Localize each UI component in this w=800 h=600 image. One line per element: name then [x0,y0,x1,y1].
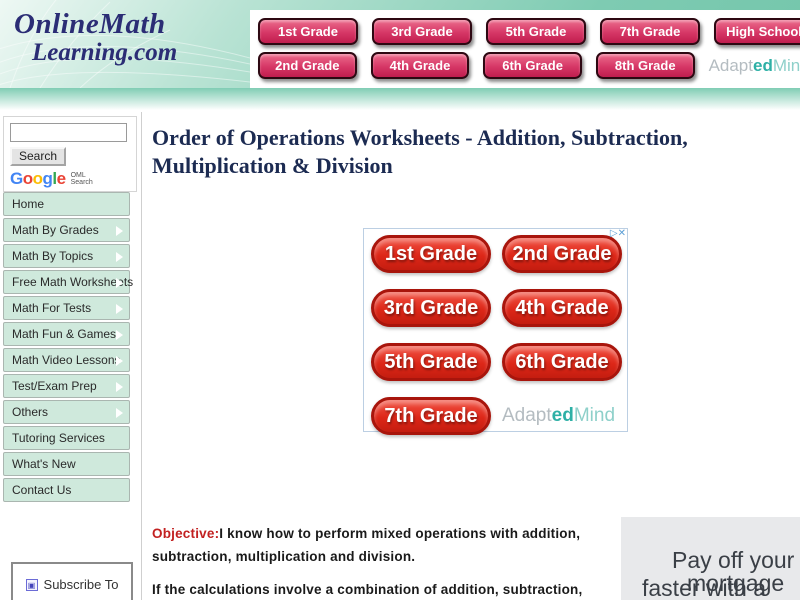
chevron-right-icon [116,226,123,236]
chevron-right-icon [116,278,123,288]
search-input[interactable] [10,122,127,142]
mortgage-ad[interactable]: Pay off your mortgage faster with a [621,517,800,600]
chevron-right-icon [116,382,123,392]
site-logo[interactable]: OnlineMath Learning.com [14,8,177,67]
subscribe-button[interactable]: ▣ Subscribe To [11,562,133,600]
objective-text: I know how to perform mixed operations w… [152,526,581,564]
nav-button-5th-grade[interactable]: 5th Grade [486,18,586,45]
nav-button-3rd-grade[interactable]: 3rd Grade [372,18,472,45]
ad-button-5th-grade[interactable]: 5th Grade [371,343,491,381]
adaptedmind-part3: Mind [772,56,800,75]
objective-label: Objective: [152,526,220,541]
sidebar-item-contact-us[interactable]: Contact Us [3,478,130,502]
adaptedmind-ad: ▷✕ 1st Grade 2nd Grade 3rd Grade 4th Gra… [363,228,628,435]
mortgage-ad-line2: mortgage [687,570,785,596]
sidebar-item-label: Math Fun & Games [12,327,117,341]
chevron-right-icon [116,330,123,340]
sidebar-item-math-fun-games[interactable]: Math Fun & Games [3,322,130,346]
header-grid-decoration [0,0,250,88]
sidebar-item-math-for-tests[interactable]: Math For Tests [3,296,130,320]
sidebar-item-tutoring-services[interactable]: Tutoring Services [3,426,130,450]
sidebar-item-label: Free Math Worksheets [12,275,134,289]
objective-paragraph: Objective:I know how to perform mixed op… [152,522,644,568]
sidebar-item-label: Math By Grades [12,223,99,237]
google-search-branding: Google OML Search [10,169,136,189]
chevron-right-icon [116,252,123,262]
adaptedmind-part1: Adapt [502,405,552,426]
ad-button-7th-grade[interactable]: 7th Grade [371,397,491,435]
sidebar-item-whats-new[interactable]: What's New [3,452,130,476]
sidebar-item-home[interactable]: Home [3,192,130,216]
mortgage-ad-line1: Pay off your [672,547,795,573]
sidebar-item-label: Test/Exam Prep [12,379,97,393]
header-fade-strip [0,88,800,114]
sidebar-item-math-by-grades[interactable]: Math By Grades [3,218,130,242]
ad-button-1st-grade[interactable]: 1st Grade [371,235,491,273]
chevron-right-icon [116,356,123,366]
nav-button-8th-grade[interactable]: 8th Grade [595,52,695,79]
subscribe-label: Subscribe To [43,577,119,592]
nav-button-2nd-grade[interactable]: 2nd Grade [258,52,357,79]
search-panel: Search Google OML Search [3,116,137,192]
adaptedmind-ad-logo[interactable]: AdaptedMind [502,397,632,435]
sidebar-item-label: What's New [12,457,76,471]
chevron-right-icon [116,304,123,314]
nav-button-6th-grade[interactable]: 6th Grade [483,52,582,79]
ad-button-4th-grade[interactable]: 4th Grade [502,289,622,327]
sidebar-item-label: Others [12,405,49,419]
nav-button-7th-grade[interactable]: 7th Grade [600,18,700,45]
sidebar: Search Google OML Search Home Math By Gr… [0,112,142,600]
top-nav-row-2: 2nd Grade 4th Grade 6th Grade 8th Grade … [258,52,800,79]
nav-button-4th-grade[interactable]: 4th Grade [370,52,470,79]
sidebar-item-others[interactable]: Others [3,400,130,424]
body-paragraph: If the calculations involve a combinatio… [152,582,583,597]
feed-icon: ▣ [25,578,38,591]
sidebar-menu: Home Math By Grades Math By Topics Free … [3,192,134,504]
ad-grade-grid: 1st Grade 2nd Grade 3rd Grade 4th Grade … [371,235,627,435]
adaptedmind-part1: Adapt [708,56,753,75]
top-nav-row-1: 1st Grade 3rd Grade 5th Grade 7th Grade … [258,18,800,45]
sidebar-item-label: Contact Us [12,483,72,497]
nav-button-high-school[interactable]: High School [714,18,800,45]
ad-button-3rd-grade[interactable]: 3rd Grade [371,289,491,327]
mortgage-ad-line3: faster with a [642,575,766,600]
oml-search-label: OML Search [70,171,93,186]
google-logo: Google [10,168,66,188]
sidebar-item-label: Math For Tests [12,301,92,315]
sidebar-item-math-video-lessons[interactable]: Math Video Lessons [3,348,130,372]
adaptedmind-part2: ed [551,405,574,426]
nav-button-1st-grade[interactable]: 1st Grade [258,18,358,45]
adaptedmind-part2: ed [753,56,773,75]
sidebar-item-label: Home [12,197,45,211]
top-grade-nav: 1st Grade 3rd Grade 5th Grade 7th Grade … [250,10,800,88]
sidebar-item-free-math-worksheets[interactable]: Free Math Worksheets [3,270,134,294]
sidebar-item-test-exam-prep[interactable]: Test/Exam Prep [3,374,130,398]
sidebar-item-math-by-topics[interactable]: Math By Topics [3,244,130,268]
sidebar-item-label: Math By Topics [12,249,94,263]
header: OnlineMath Learning.com 1st Grade 3rd Gr… [0,0,800,88]
search-button[interactable]: Search [10,146,66,166]
chevron-right-icon [116,408,123,418]
adaptedmind-logo[interactable]: AdaptedMind [709,52,800,79]
ad-button-6th-grade[interactable]: 6th Grade [502,343,622,381]
ad-close-icon[interactable]: ✕ [617,228,626,239]
adchoices-icon[interactable]: ▷ [609,228,618,239]
adaptedmind-part3: Mind [573,405,616,426]
page-title: Order of Operations Worksheets - Additio… [152,125,688,178]
sidebar-item-label: Math Video Lessons [12,353,121,367]
sidebar-item-label: Tutoring Services [12,431,105,445]
ad-button-2nd-grade[interactable]: 2nd Grade [502,235,622,273]
logo-line1: OnlineMath [14,8,166,40]
ad-controls: ▷✕ [610,229,626,239]
logo-line2: Learning.com [32,39,178,66]
